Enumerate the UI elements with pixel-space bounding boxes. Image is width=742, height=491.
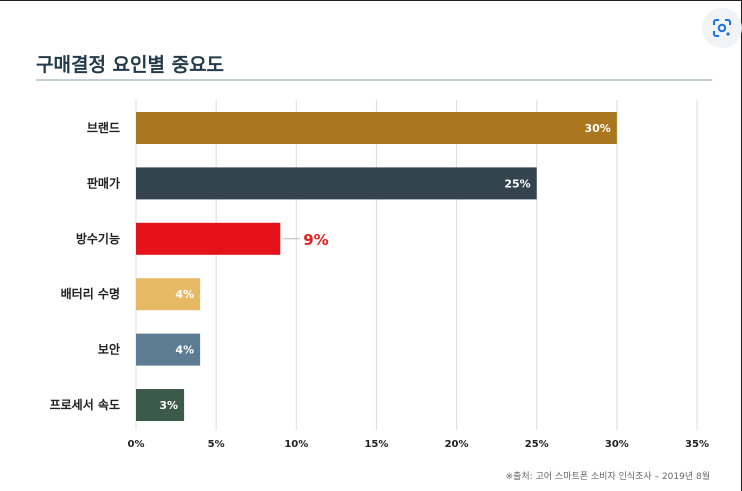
bar-1 [136, 167, 537, 200]
value-label-4: 4% [175, 344, 194, 357]
bar-5 [136, 389, 185, 421]
lens-search-button[interactable] [702, 8, 742, 48]
category-label-5: 프로세서 속도 [50, 397, 120, 412]
bar-2 [136, 222, 281, 255]
x-tick-label-35: 35% [685, 439, 709, 450]
value-label-5: 3% [159, 399, 178, 412]
x-tick-label-5: 5% [208, 439, 225, 450]
source-note: ※출처: 고어 스마트폰 소비자 인식조사 – 2019년 8월 [505, 472, 711, 482]
x-tick-label-25: 25% [525, 439, 549, 450]
value-label-0: 30% [585, 122, 611, 135]
chart-title: 구매결정 요인별 중요도 [36, 54, 225, 76]
x-tick-label-10: 10% [284, 439, 308, 450]
bar-0 [136, 112, 617, 144]
top-border [0, 0, 742, 1]
category-label-3: 배터리 수명 [61, 286, 120, 301]
x-tick-label-20: 20% [445, 439, 469, 450]
category-label-1: 판매가 [87, 175, 120, 190]
value-label-1: 25% [504, 177, 530, 190]
bar-4 [136, 333, 201, 366]
x-tick-label-0: 0% [128, 439, 145, 450]
category-label-4: 보안 [98, 342, 120, 357]
value-label-2: 9% [303, 231, 328, 249]
x-tick-label-15: 15% [364, 439, 388, 450]
category-label-0: 브랜드 [87, 120, 120, 135]
lens-icon [713, 19, 731, 37]
x-tick-label-30: 30% [605, 439, 629, 450]
bar-3 [136, 278, 201, 311]
category-label-2: 방수기능 [76, 231, 120, 246]
value-label-3: 4% [175, 288, 194, 301]
title-divider [36, 79, 712, 81]
